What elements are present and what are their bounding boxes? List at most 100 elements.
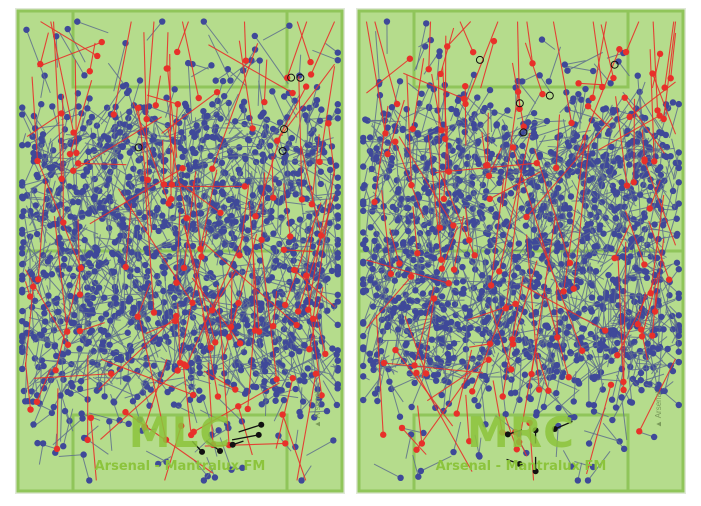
failed-pass-start: [58, 175, 65, 183]
failed-pass-line: [24, 362, 32, 410]
completed-pass-end: [296, 216, 304, 223]
completed-pass-line: [60, 373, 63, 442]
completed-pass-end: [39, 131, 47, 138]
completed-pass-end: [119, 83, 127, 90]
completed-pass-line: [193, 261, 219, 283]
completed-pass-line: [581, 164, 608, 206]
completed-pass-line: [203, 324, 222, 352]
completed-pass-end: [81, 236, 88, 244]
completed-pass-line: [468, 112, 495, 140]
completed-pass-end: [218, 188, 226, 195]
completed-pass-line: [140, 381, 151, 406]
completed-pass-end: [557, 307, 564, 315]
completed-pass-end: [200, 348, 207, 355]
failed-pass-line: [216, 285, 230, 446]
completed-pass-line: [521, 119, 548, 135]
completed-pass-end: [675, 312, 682, 319]
completed-pass-line: [273, 216, 287, 234]
bottom-penalty-box: [71, 413, 289, 493]
completed-pass-end: [418, 90, 425, 97]
completed-pass-end: [127, 347, 135, 354]
open-marker: [296, 73, 305, 82]
completed-pass-line: [453, 421, 462, 453]
completed-pass-line: [198, 227, 208, 278]
completed-pass-line: [94, 144, 121, 158]
failed-pass-line: [90, 417, 97, 481]
completed-pass-end: [326, 219, 333, 227]
completed-pass-end: [217, 115, 224, 122]
failed-pass-start: [294, 308, 302, 315]
completed-pass-line: [67, 28, 86, 63]
completed-pass-end: [22, 398, 29, 405]
failed-pass-start: [76, 327, 84, 335]
failed-pass-line: [293, 269, 335, 308]
key-pass-end: [255, 431, 262, 438]
failed-pass-line: [211, 43, 259, 169]
completed-pass-line: [469, 251, 478, 312]
completed-pass-end: [567, 193, 575, 200]
failed-pass-line: [276, 86, 307, 142]
failed-pass-line: [247, 320, 256, 409]
failed-pass-start: [289, 89, 296, 97]
completed-pass-line: [110, 393, 121, 421]
completed-pass-line: [559, 159, 573, 201]
completed-pass-end: [114, 212, 122, 219]
completed-pass-line: [594, 207, 618, 227]
completed-pass-end: [134, 224, 141, 231]
completed-pass-line: [113, 357, 149, 402]
completed-pass-line: [145, 111, 168, 138]
completed-pass-end: [611, 346, 619, 354]
completed-pass-end: [644, 340, 651, 347]
completed-pass-line: [503, 284, 513, 324]
completed-pass-line: [148, 105, 179, 118]
completed-pass-end: [423, 20, 430, 27]
failed-pass-line: [177, 181, 221, 214]
failed-pass-line: [327, 123, 336, 176]
completed-pass-end: [650, 433, 658, 441]
completed-pass-line: [21, 114, 34, 137]
completed-pass-end: [306, 213, 313, 220]
failed-pass-line: [155, 75, 162, 106]
failed-pass-line: [26, 112, 62, 137]
completed-pass-line: [516, 286, 531, 313]
completed-pass-end: [75, 135, 82, 142]
completed-pass-line: [109, 171, 115, 202]
completed-pass-line: [206, 127, 241, 129]
completed-pass-line: [616, 118, 644, 140]
completed-pass-line: [279, 265, 288, 294]
completed-pass-line: [294, 335, 318, 349]
completed-pass-line: [307, 120, 321, 137]
completed-pass-line: [116, 104, 135, 120]
completed-pass-end: [19, 332, 26, 340]
completed-pass-end: [461, 128, 468, 136]
failed-pass-line: [56, 388, 59, 449]
completed-pass-line: [56, 379, 70, 421]
completed-pass-line: [60, 238, 85, 241]
completed-pass-line: [633, 353, 654, 380]
completed-pass-end: [128, 357, 135, 364]
completed-pass-end: [334, 223, 341, 230]
completed-pass-line: [40, 75, 46, 98]
completed-pass-line: [266, 127, 285, 163]
completed-pass-end: [219, 259, 226, 266]
completed-pass-end: [324, 275, 331, 282]
completed-pass-line: [47, 295, 51, 324]
completed-pass-line: [124, 139, 141, 160]
failed-pass-line: [192, 180, 202, 257]
completed-pass-line: [234, 263, 256, 267]
completed-pass-end: [60, 262, 67, 269]
completed-pass-end: [145, 267, 152, 275]
completed-pass-line: [88, 318, 104, 343]
completed-pass-end: [63, 113, 71, 121]
failed-pass-start: [302, 83, 310, 90]
completed-pass-end: [159, 223, 167, 230]
completed-pass-end: [313, 96, 321, 104]
failed-pass-start: [178, 422, 185, 430]
completed-pass-line: [499, 365, 507, 415]
completed-pass-end: [40, 327, 48, 334]
completed-pass-line: [404, 109, 408, 160]
failed-pass-line: [185, 235, 245, 367]
completed-pass-line: [255, 158, 266, 200]
completed-pass-end: [192, 163, 199, 170]
completed-pass-end: [261, 368, 269, 375]
